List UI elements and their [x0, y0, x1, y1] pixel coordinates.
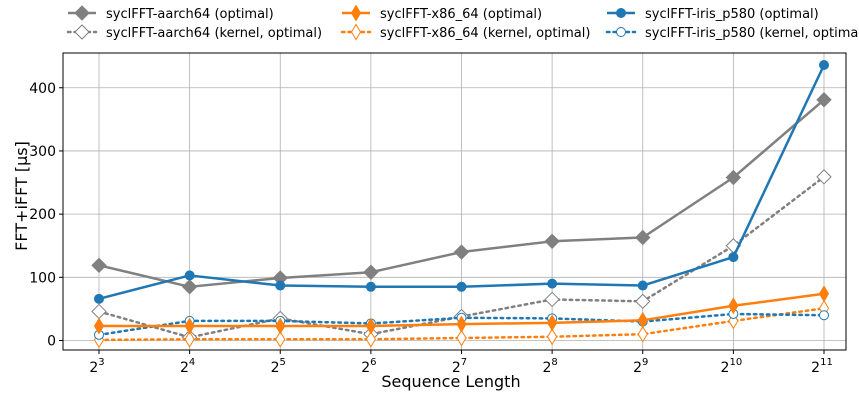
data-point: [616, 8, 626, 18]
data-point: [818, 285, 830, 303]
data-point: [456, 315, 467, 333]
series-layer: [91, 60, 832, 349]
legend-entry: syclFFT-aarch64 (kernel, optimal): [66, 24, 322, 41]
data-point: [93, 317, 105, 335]
x-tick-label: 28: [542, 357, 557, 376]
data-point: [637, 311, 648, 329]
data-point: [547, 314, 558, 332]
series-line: [97, 307, 826, 342]
data-point: [637, 280, 648, 291]
y-axis-label: FFT+iFFT [µs]: [12, 141, 31, 251]
legend-entry: syclFFT-iris_p580 (optimal): [607, 7, 819, 22]
legend-label: syclFFT-x86_64 (optimal): [380, 7, 542, 22]
data-point: [275, 317, 286, 335]
data-point: [365, 330, 376, 348]
data-point: [275, 330, 286, 348]
data-point: [456, 281, 467, 292]
data-point: [350, 23, 362, 41]
data-point: [544, 233, 560, 250]
data-point: [728, 252, 739, 263]
data-point: [728, 297, 739, 315]
data-point: [184, 270, 195, 281]
data-point: [456, 329, 467, 347]
legend-entry: syclFFT-aarch64 (optimal): [68, 5, 274, 22]
legend-entry: syclFFT-x86_64 (kernel, optimal): [340, 23, 590, 41]
legend-label: syclFFT-aarch64 (kernel, optimal): [106, 26, 322, 41]
data-point: [816, 92, 832, 108]
y-tick-label: 200: [29, 207, 56, 223]
data-point: [365, 317, 376, 335]
data-point: [616, 27, 626, 37]
data-point: [547, 328, 558, 346]
y-tick-label: 400: [29, 81, 56, 97]
x-tick-label: 26: [361, 357, 376, 376]
x-tick-label: 24: [180, 357, 195, 376]
y-tick-label: 0: [47, 334, 56, 350]
x-tick-label: 23: [89, 357, 104, 376]
data-point: [184, 330, 195, 348]
data-point: [184, 317, 195, 335]
data-point: [725, 169, 742, 186]
data-point: [74, 24, 90, 40]
legend: syclFFT-aarch64 (optimal) syclFFT-aarch64…: [66, 4, 859, 41]
legend-label: syclFFT-iris_p580 (optimal): [645, 7, 819, 22]
data-point: [91, 257, 107, 274]
data-point: [637, 325, 648, 343]
legend-label: syclFFT-iris_p580 (kernel, optimal): [645, 26, 859, 41]
legend-entry: syclFFT-x86_64 (optimal): [342, 4, 542, 22]
legend-entry: syclFFT-iris_p580 (kernel, optimal): [605, 26, 859, 41]
data-point: [350, 4, 362, 22]
legend-label: syclFFT-aarch64 (optimal): [106, 7, 274, 22]
x-tick-label: 210: [721, 357, 743, 376]
series-4: [94, 60, 829, 304]
data-point: [547, 278, 558, 289]
data-point: [365, 281, 376, 292]
legend-label: syclFFT-x86_64 (kernel, optimal): [380, 26, 590, 41]
data-point: [363, 264, 379, 280]
y-tick-label: 300: [29, 144, 56, 160]
data-point: [275, 280, 286, 291]
series-3: [93, 299, 830, 349]
data-point: [819, 310, 829, 321]
data-point: [181, 279, 198, 295]
x-axis-label: Sequence Length: [381, 372, 520, 391]
series-0: [91, 92, 832, 295]
data-point: [544, 291, 560, 308]
data-point: [94, 293, 104, 304]
y-tick-label: 100: [29, 270, 56, 286]
data-point: [819, 60, 829, 71]
data-point: [91, 303, 107, 320]
data-point: [635, 229, 651, 246]
data-point: [816, 169, 832, 185]
data-point: [74, 5, 90, 21]
x-tick-label: 211: [811, 357, 833, 376]
x-tick-label: 29: [633, 357, 648, 376]
plot-frame: [62, 52, 847, 351]
series-2: [93, 285, 830, 335]
data-point: [635, 293, 651, 310]
x-tick-label: 25: [271, 357, 286, 376]
data-point: [453, 244, 470, 260]
